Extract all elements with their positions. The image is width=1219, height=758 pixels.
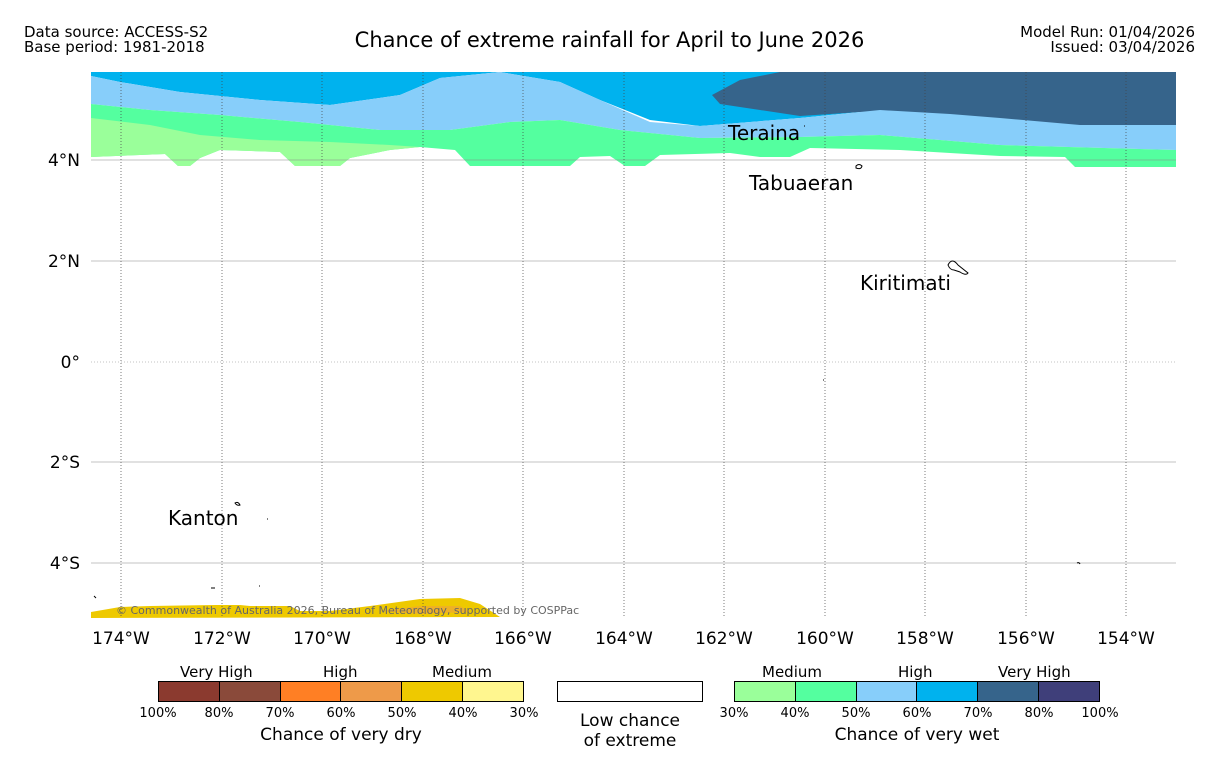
wet-ticks: 30% 40% 50% 60% 70% 80% 100% (720, 706, 1119, 722)
lon-labels: 174°W 172°W 170°W 168°W 166°W 164°W 162°… (92, 629, 1155, 649)
dry-tick-label: 30% (509, 706, 539, 721)
dry-swatch (279, 682, 341, 701)
dry-caption: Chance of very dry (260, 725, 422, 745)
wet-group-very-high: Very High (998, 663, 1071, 681)
wet-swatch (794, 682, 856, 701)
wet-swatch (1038, 682, 1099, 701)
dry-tick-label: 70% (265, 706, 295, 721)
data-source-label: Data source: ACCESS-S2 (24, 23, 209, 41)
lon-label: 162°W (695, 629, 753, 649)
lat-label: 4°S (50, 554, 80, 574)
tabuaeran-island (855, 164, 863, 170)
lat-label: 2°S (50, 453, 80, 473)
lon-label: 170°W (293, 629, 351, 649)
wet-swatch (977, 682, 1039, 701)
dry-swatch (159, 682, 219, 701)
dry-swatch (218, 682, 280, 701)
wet-tick-label: 50% (841, 706, 871, 721)
model-run-label: Model Run: 01/04/2026 (1020, 23, 1195, 41)
band-light-green (91, 118, 420, 166)
dry-group-very-high: Very High (180, 663, 253, 681)
islet-4 (93, 595, 97, 599)
dry-ticks: 100% 80% 70% 60% 50% 40% 30% (139, 706, 538, 722)
wet-group-medium: Medium (762, 663, 822, 681)
dry-swatch (462, 682, 523, 701)
grid (91, 159, 1176, 564)
wet-swatch (855, 682, 917, 701)
lon-label: 154°W (1097, 629, 1155, 649)
low-chance-line2: of extreme (583, 731, 677, 751)
wet-group-high: High (898, 663, 933, 681)
wet-tick-label: 70% (963, 706, 993, 721)
low-chance-swatch (557, 681, 703, 702)
dry-tick-label: 80% (204, 706, 234, 721)
lat-label: 4°N (48, 151, 80, 171)
dry-bands (91, 598, 500, 618)
place-label-teraina: Teraina (727, 121, 800, 145)
dry-swatch (401, 682, 463, 701)
copyright-notice: © Commonwealth of Australia 2026, Bureau… (116, 604, 579, 617)
wet-tick-label: 80% (1024, 706, 1054, 721)
dry-colorbar (158, 681, 524, 702)
dry-tick-label: 50% (387, 706, 417, 721)
place-label-kanton: Kanton (168, 506, 238, 530)
meridians (120, 72, 1127, 618)
band-very-high-dark (712, 72, 1176, 133)
wet-swatch (735, 682, 795, 701)
lon-label: 166°W (494, 629, 552, 649)
lon-label: 156°W (997, 629, 1055, 649)
wet-colorbar (734, 681, 1100, 702)
lon-label: 158°W (896, 629, 954, 649)
lat-labels: 4°N 2°N 0° 2°S 4°S (48, 151, 80, 574)
kanton-island (234, 501, 241, 506)
islands (93, 125, 1081, 599)
dry-tick-label: 60% (326, 706, 356, 721)
islet-5 (1076, 562, 1081, 565)
band-yellow-medium (91, 598, 500, 618)
lat-label: 0° (61, 353, 80, 373)
wet-bands (91, 72, 1176, 167)
wet-tick-label: 30% (719, 706, 749, 721)
dry-swatch (340, 682, 402, 701)
place-label-tabuaeran: Tabuaeran (748, 171, 853, 195)
lat-label: 2°N (48, 252, 80, 272)
wet-swatch (916, 682, 978, 701)
wet-tick-label: 100% (1081, 706, 1119, 721)
dry-tick-label: 100% (139, 706, 177, 721)
lon-label: 174°W (92, 629, 150, 649)
wet-tick-label: 60% (902, 706, 932, 721)
map-title: Chance of extreme rainfall for April to … (354, 28, 865, 52)
lon-label: 168°W (394, 629, 452, 649)
place-labels: Teraina Tabuaeran Kiritimati Kanton (168, 121, 951, 530)
wet-tick-label: 40% (780, 706, 810, 721)
wet-caption: Chance of very wet (834, 725, 1000, 745)
band-orange-low (380, 606, 470, 614)
lon-label: 164°W (595, 629, 653, 649)
base-period-label: Base period: 1981-2018 (24, 38, 205, 56)
band-light-blue (91, 72, 1176, 150)
dry-group-high: High (323, 663, 358, 681)
dry-tick-label: 40% (448, 706, 478, 721)
place-label-kiritimati: Kiritimati (860, 271, 951, 295)
lon-label: 160°W (796, 629, 854, 649)
low-chance-line1: Low chance (580, 711, 680, 731)
kiritimati-island (947, 260, 969, 275)
dry-group-medium: Medium (432, 663, 492, 681)
lon-label: 172°W (193, 629, 251, 649)
issued-label: Issued: 03/04/2026 (1050, 38, 1195, 56)
